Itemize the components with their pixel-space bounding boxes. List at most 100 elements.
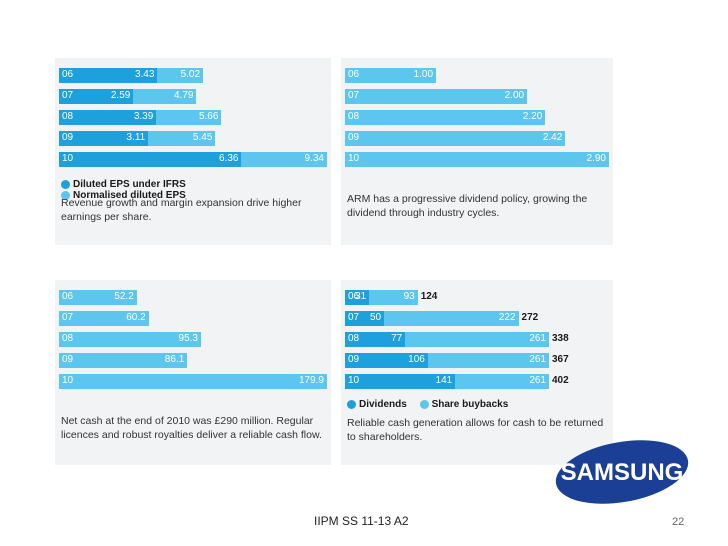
returns-bar-s0-07 bbox=[345, 311, 385, 326]
eps-value-label-s0-10: 6.36 bbox=[219, 153, 239, 164]
cash-bar-s0-10 bbox=[59, 374, 327, 389]
returns-value-label-s0-10: 141 bbox=[435, 375, 453, 386]
returns-category-label-09: 09 bbox=[348, 354, 360, 365]
cash-category-label-08: 08 bbox=[62, 333, 74, 344]
returns-row-08: 261 77 08 338 bbox=[345, 332, 569, 347]
eps-value-label-s1-09: 5.45 bbox=[192, 132, 213, 143]
returns-legend: Dividends Share buybacks bbox=[347, 399, 518, 410]
dark-dot-icon bbox=[347, 399, 356, 409]
cash-panel-title-bar bbox=[55, 258, 331, 280]
returns-category-label-08: 08 bbox=[348, 333, 360, 344]
returns-legend-item-buybacks: Share buybacks bbox=[419, 399, 509, 410]
returns-category-label-10: 10 bbox=[348, 375, 360, 386]
eps-panel: 5.02 3.43 06 4.79 2.59 07 5.66 3.39 08 5.45 3.11 09… bbox=[55, 36, 331, 245]
eps-legend-item-ifrs: Diluted EPS under IFRS bbox=[61, 179, 186, 190]
returns-value-label-s0-07: 50 bbox=[369, 312, 382, 323]
returns-bar-s0-09 bbox=[345, 353, 428, 368]
eps-caption: Revenue growth and margin expansion driv… bbox=[61, 197, 302, 223]
dividend-row-07: 2.00 07 bbox=[345, 89, 609, 104]
returns-total-label-07: 272 bbox=[521, 312, 539, 323]
eps-legend-label-normalised: Normalised diluted EPS bbox=[73, 190, 186, 201]
returns-row-07: 222 50 07 272 bbox=[345, 311, 549, 326]
returns-total-label-09: 367 bbox=[552, 354, 569, 365]
eps-value-label-s0-09: 3.11 bbox=[126, 132, 146, 143]
cash-bar-s0-06 bbox=[59, 290, 137, 305]
returns-panel-title-bar bbox=[341, 258, 613, 280]
eps-row-07: 4.79 2.59 07 bbox=[59, 89, 327, 104]
cash-bar-s0-09 bbox=[59, 353, 188, 368]
returns-value-label-s1-06: 93 bbox=[403, 291, 415, 302]
eps-bar-s0-09 bbox=[59, 131, 149, 146]
samsung-logo: SAMSUNG bbox=[552, 432, 692, 517]
cash-caption: Net cash at the end of 2010 was £290 mil… bbox=[61, 415, 322, 441]
eps-category-label-08: 08 bbox=[62, 111, 74, 122]
eps-row-10: 9.34 6.36 10 bbox=[59, 152, 327, 167]
dividend-bar-s0-07 bbox=[345, 89, 528, 104]
eps-legend-label-ifrs: Diluted EPS under IFRS bbox=[73, 179, 186, 190]
samsung-logo-svg: SAMSUNG bbox=[555, 440, 689, 504]
eps-value-label-s0-07: 2.59 bbox=[110, 90, 131, 101]
eps-row-09: 5.45 3.11 09 bbox=[59, 131, 327, 146]
returns-legend-label-dividends: Dividends bbox=[359, 399, 407, 410]
cash-value-label-s0-07: 60.2 bbox=[126, 312, 146, 323]
dividend-value-label-s0-09: 2.42 bbox=[542, 132, 563, 143]
dividend-value-label-s0-07: 2.00 bbox=[504, 90, 525, 101]
cash-category-label-09: 09 bbox=[62, 354, 74, 365]
cash-row-09: 86.1 09 bbox=[59, 353, 327, 368]
eps-value-label-s1-10: 9.34 bbox=[304, 153, 324, 164]
dividend-category-label-06: 06 bbox=[348, 69, 360, 80]
returns-value-label-s1-07: 222 bbox=[498, 312, 516, 323]
eps-bar-s0-07 bbox=[59, 89, 134, 104]
returns-legend-label-buybacks: Share buybacks bbox=[431, 399, 509, 410]
cash-row-06: 52.2 06 bbox=[59, 290, 327, 305]
eps-row-06: 5.02 3.43 06 bbox=[59, 68, 327, 83]
cash-value-label-s0-08: 95.3 bbox=[178, 333, 198, 344]
eps-bar-s0-10 bbox=[59, 152, 242, 167]
cash-row-10: 179.9 10 bbox=[59, 374, 327, 389]
eps-category-label-07: 07 bbox=[62, 90, 74, 101]
eps-legend-item-normalised: Normalised diluted EPS bbox=[61, 190, 186, 201]
eps-value-label-s1-07: 4.79 bbox=[173, 90, 194, 101]
dividend-bar-s0-10 bbox=[345, 152, 609, 167]
returns-category-label-07: 07 bbox=[348, 312, 360, 323]
dividend-row-06: 1.00 06 bbox=[345, 68, 609, 83]
dividend-category-label-08: 08 bbox=[348, 111, 360, 122]
samsung-logo-text: SAMSUNG bbox=[561, 459, 684, 486]
returns-row-06: 93 31 06 124 bbox=[345, 290, 549, 305]
eps-category-label-09: 09 bbox=[62, 132, 74, 143]
returns-value-label-s1-10: 261 bbox=[529, 375, 546, 386]
eps-value-label-s0-06: 3.43 bbox=[134, 69, 155, 80]
dividend-row-08: 2.20 08 bbox=[345, 110, 609, 125]
returns-row-10: 261 141 10 402 bbox=[345, 374, 569, 389]
eps-category-label-10: 10 bbox=[62, 153, 74, 164]
returns-panel: 93 31 06 124 222 50 07 272 261 77 08 338 261 106 09 367… bbox=[341, 258, 613, 465]
eps-panel-title-bar bbox=[55, 36, 331, 58]
dividend-value-label-s0-10: 2.90 bbox=[586, 153, 606, 164]
cash-bar-s0-08 bbox=[59, 332, 201, 347]
dividend-bar-s0-06 bbox=[345, 68, 437, 83]
returns-total-label-08: 338 bbox=[552, 333, 569, 344]
returns-bar-s0-10 bbox=[345, 374, 456, 389]
dividend-value-label-s0-08: 2.20 bbox=[522, 111, 543, 122]
eps-bar-s0-08 bbox=[59, 110, 157, 125]
eps-bar-s0-06 bbox=[59, 68, 158, 83]
returns-row-09: 261 106 09 367 bbox=[345, 353, 569, 368]
dividend-row-10: 2.90 10 bbox=[345, 152, 609, 167]
cash-value-label-s0-10: 179.9 bbox=[298, 375, 324, 386]
dividend-row-09: 2.42 09 bbox=[345, 131, 609, 146]
dividend-category-label-09: 09 bbox=[348, 132, 360, 143]
dividend-category-label-07: 07 bbox=[348, 90, 360, 101]
eps-value-label-s1-08: 5.66 bbox=[198, 111, 219, 122]
returns-total-label-06: 124 bbox=[420, 291, 438, 302]
returns-total-label-10: 402 bbox=[552, 375, 569, 386]
dividend-panel: 1.00 06 2.00 07 2.20 08 2.42 09 2.90 10 ARM has a… bbox=[341, 36, 613, 245]
returns-category-label-06: 06 bbox=[348, 291, 360, 302]
dark-dot-icon bbox=[61, 179, 70, 189]
eps-row-08: 5.66 3.39 08 bbox=[59, 110, 327, 125]
returns-value-label-s0-09: 106 bbox=[408, 354, 425, 365]
page-number: 22 bbox=[672, 516, 685, 528]
eps-category-label-06: 06 bbox=[62, 69, 74, 80]
cash-category-label-06: 06 bbox=[62, 291, 74, 302]
cash-bar-s0-07 bbox=[59, 311, 149, 326]
returns-value-label-s0-08: 77 bbox=[391, 333, 403, 344]
